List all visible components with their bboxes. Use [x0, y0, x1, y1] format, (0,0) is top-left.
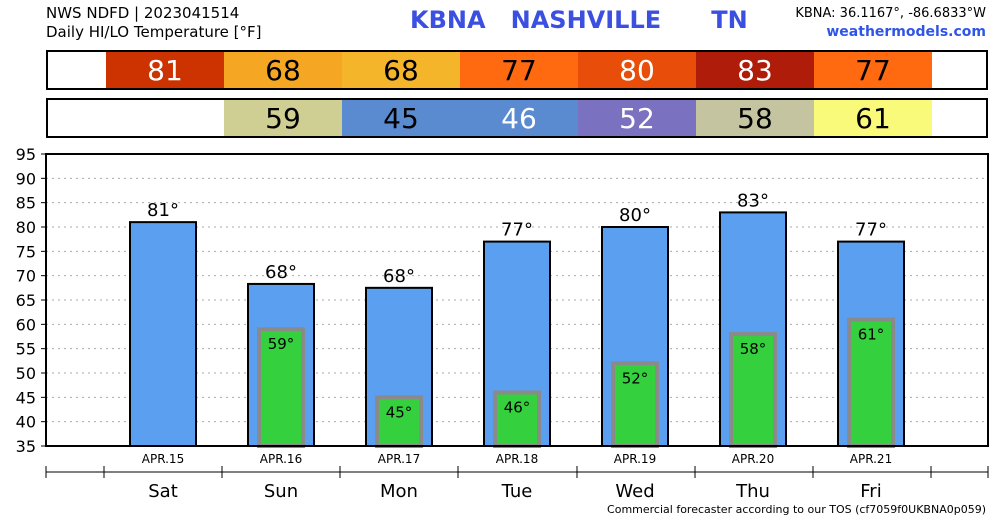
low-temp-cell [106, 100, 224, 136]
high-temp-cell: 68 [342, 52, 460, 88]
high-value-label: 68° [383, 266, 415, 287]
day-label: Sun [264, 481, 298, 500]
day-label: Thu [735, 481, 770, 500]
low-temp-cell: 52 [578, 100, 696, 136]
high-value-label: 81° [147, 200, 179, 221]
day-label: Wed [615, 481, 654, 500]
low-temp-cell: 61 [814, 100, 932, 136]
low-bar [847, 317, 895, 448]
low-temp-cell: 45 [342, 100, 460, 136]
y-tick-label: 40 [16, 413, 36, 432]
low-temp-strip: 59 45 46 52 58 61 [46, 98, 988, 138]
date-label: APR.17 [378, 452, 420, 466]
low-value-label: 45° [386, 403, 413, 421]
y-tick-label: 80 [16, 218, 36, 237]
high-temp-cell: 80 [578, 52, 696, 88]
high-value-label: 77° [501, 220, 533, 241]
high-temp-strip: 81 68 68 77 80 83 77 [46, 50, 988, 90]
station-title: KBNA NASHVILLE TN [410, 6, 748, 34]
low-value-label: 46° [504, 398, 531, 416]
plot-frame [45, 153, 989, 447]
low-bar [257, 327, 305, 448]
high-temp-cell: 81 [106, 52, 224, 88]
low-bar [611, 361, 659, 448]
y-tick-label: 45 [16, 388, 36, 407]
high-value-label: 68° [265, 262, 297, 283]
low-value-label: 58° [740, 340, 767, 358]
y-tick-label: 70 [16, 267, 36, 286]
high-temp-cell: 77 [460, 52, 578, 88]
y-tick-label: 60 [16, 315, 36, 334]
low-bar [375, 395, 423, 449]
low-value-label: 59° [268, 335, 295, 353]
date-label: APR.18 [496, 452, 538, 466]
temperature-bar-chart: 35 40 45 50 55 60 65 70 75 80 85 90 95 81° APR.15 Sat 59… [16, 145, 989, 500]
y-tick-label: 55 [16, 340, 36, 359]
date-label: APR.21 [850, 452, 892, 466]
y-tick-label: 85 [16, 194, 36, 213]
site-link[interactable]: weathermodels.com [826, 24, 986, 40]
chart-subtitle: Daily HI/LO Temperature [°F] [46, 23, 262, 41]
date-label: APR.20 [732, 452, 774, 466]
model-run-label: NWS NDFD | 2023041514 [46, 4, 240, 22]
low-temp-cell: 59 [224, 100, 342, 136]
high-value-label: 83° [737, 190, 769, 211]
low-value-label: 61° [858, 325, 885, 343]
y-tick-label: 35 [16, 437, 36, 456]
low-bar [493, 390, 541, 448]
chart-header-left: NWS NDFD | 2023041514 Daily HI/LO Temper… [46, 4, 262, 42]
day-label: Sat [148, 481, 178, 500]
y-tick-label: 75 [16, 242, 36, 261]
day-label: Fri [860, 481, 881, 500]
footer-note: Commercial forecaster according to our T… [607, 503, 986, 516]
day-label: Mon [380, 481, 418, 500]
low-value-label: 52° [622, 369, 649, 387]
day-label: Tue [501, 481, 533, 500]
y-tick-label: 95 [16, 145, 36, 164]
y-tick-label: 50 [16, 364, 36, 383]
low-temp-cell: 58 [696, 100, 814, 136]
high-value-label: 80° [619, 205, 651, 226]
y-tick-label: 90 [16, 169, 36, 188]
date-label: APR.19 [614, 452, 656, 466]
high-bar [129, 221, 197, 447]
high-temp-cell: 83 [696, 52, 814, 88]
date-label: APR.15 [142, 452, 184, 466]
high-temp-cell: 68 [224, 52, 342, 88]
low-temp-cell: 46 [460, 100, 578, 136]
station-coords: KBNA: 36.1167°, -86.6833°W [795, 6, 986, 21]
date-label: APR.16 [260, 452, 302, 466]
high-temp-cell: 77 [814, 52, 932, 88]
high-value-label: 77° [855, 220, 887, 241]
y-tick-label: 65 [16, 291, 36, 310]
chart-header-right: KBNA: 36.1167°, -86.6833°W weathermodels… [795, 4, 986, 42]
